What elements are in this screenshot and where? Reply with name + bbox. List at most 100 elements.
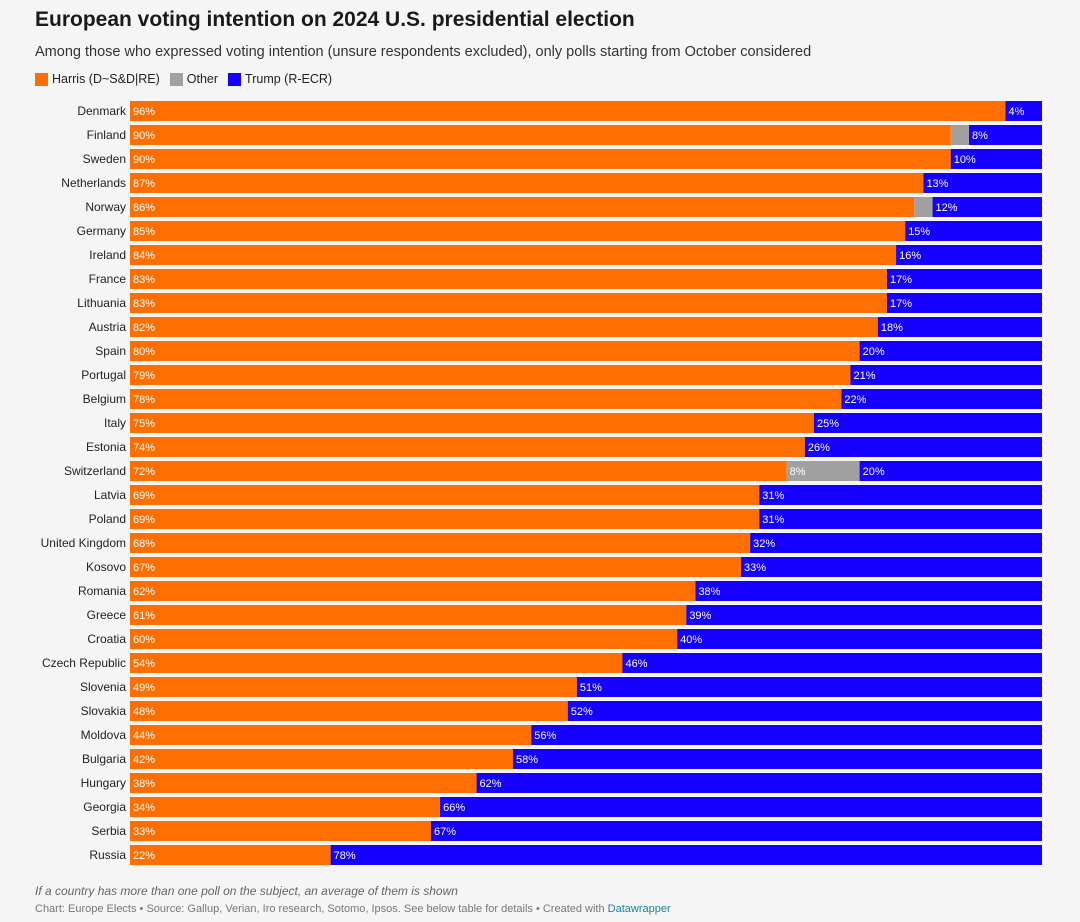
category-label-portugal: Portugal	[81, 368, 126, 382]
bar-harris-austria	[130, 317, 878, 337]
bar-trump-croatia	[677, 629, 1042, 649]
bar-harris-italy	[130, 413, 814, 433]
bar-trump-bulgaria	[513, 749, 1042, 769]
category-label-belgium: Belgium	[83, 392, 126, 406]
bar-other-norway	[914, 197, 933, 217]
bar-harris-kosovo	[130, 557, 742, 577]
bar-harris-slovakia	[130, 701, 568, 721]
data-label-harris-switzerland: 72%	[133, 466, 155, 478]
bar-trump-united-kingdom	[750, 533, 1042, 553]
category-label-switzerland: Switzerland	[64, 464, 126, 478]
data-label-harris-slovakia: 48%	[133, 706, 155, 718]
bar-trump-serbia	[430, 821, 1043, 841]
bar-trump-romania	[695, 581, 1042, 601]
credit-text: Chart: Europe Elects • Source: Gallup, V…	[35, 903, 608, 915]
bar-trump-czech-republic	[622, 653, 1042, 673]
datawrapper-link[interactable]: Datawrapper	[607, 903, 671, 915]
legend-item-harris: Harris (D~S&D|RE)	[35, 72, 160, 86]
category-label-spain: Spain	[95, 344, 126, 358]
data-label-harris-france: 83%	[133, 274, 155, 286]
bar-harris-spain	[130, 341, 860, 361]
bar-trump-slovakia	[567, 701, 1042, 721]
data-label-harris-united-kingdom: 68%	[133, 538, 155, 550]
bar-trump-netherlands	[923, 173, 1042, 193]
category-label-moldova: Moldova	[81, 728, 127, 742]
category-label-austria: Austria	[89, 320, 127, 334]
category-label-norway: Norway	[85, 200, 126, 214]
category-label-ireland: Ireland	[89, 248, 126, 262]
data-label-harris-russia: 22%	[133, 850, 155, 862]
bar-harris-estonia	[130, 437, 805, 457]
category-label-united-kingdom: United Kingdom	[41, 536, 126, 550]
bar-harris-slovenia	[130, 677, 577, 697]
bar-other-finland	[950, 125, 970, 145]
legend: Harris (D~S&D|RE) Other Trump (R-ECR)	[35, 72, 342, 86]
data-label-trump-poland: 31%	[762, 514, 784, 526]
bar-other-switzerland	[786, 461, 860, 481]
bar-harris-romania	[130, 581, 696, 601]
category-label-netherlands: Netherlands	[61, 176, 126, 190]
category-label-sweden: Sweden	[83, 152, 126, 166]
footnote: If a country has more than one poll on t…	[35, 884, 458, 898]
bar-harris-lithuania	[130, 293, 887, 313]
category-label-finland: Finland	[87, 128, 126, 142]
bar-trump-austria	[877, 317, 1042, 337]
category-label-greece: Greece	[87, 608, 127, 622]
bar-harris-georgia	[130, 797, 441, 817]
data-label-trump-austria: 18%	[881, 322, 903, 334]
bar-trump-ireland	[896, 245, 1042, 265]
category-label-latvia: Latvia	[94, 488, 126, 502]
data-label-trump-moldova: 56%	[534, 730, 556, 742]
legend-swatch-harris	[35, 72, 48, 86]
bar-trump-poland	[759, 509, 1042, 529]
bar-harris-serbia	[130, 821, 431, 841]
data-label-harris-netherlands: 87%	[133, 178, 155, 190]
data-label-harris-poland: 69%	[133, 514, 155, 526]
bar-trump-belgium	[841, 389, 1042, 409]
data-label-trump-slovenia: 51%	[580, 682, 602, 694]
data-label-trump-france: 17%	[890, 274, 912, 286]
bar-trump-slovenia	[576, 677, 1042, 697]
bar-harris-bulgaria	[130, 749, 514, 769]
bar-harris-czech-republic	[130, 653, 623, 673]
data-label-trump-greece: 39%	[689, 610, 711, 622]
bar-trump-spain	[859, 341, 1042, 361]
data-label-harris-norway: 86%	[133, 202, 155, 214]
data-label-trump-united-kingdom: 32%	[753, 538, 775, 550]
data-label-trump-czech-republic: 46%	[625, 658, 647, 670]
legend-swatch-other	[169, 72, 183, 86]
data-label-trump-switzerland: 20%	[863, 466, 885, 478]
data-label-trump-serbia: 67%	[434, 826, 456, 838]
data-label-harris-latvia: 69%	[133, 490, 155, 502]
data-label-harris-germany: 85%	[133, 226, 155, 238]
data-label-trump-hungary: 62%	[480, 778, 502, 790]
data-label-harris-ireland: 84%	[133, 250, 155, 262]
bar-trump-greece	[686, 605, 1042, 625]
data-label-harris-denmark: 96%	[133, 106, 155, 118]
category-label-slovenia: Slovenia	[80, 680, 126, 694]
credit-line: Chart: Europe Elects • Source: Gallup, V…	[35, 903, 671, 915]
data-label-harris-croatia: 60%	[133, 634, 155, 646]
category-label-czech-republic: Czech Republic	[42, 656, 126, 670]
bar-trump-germany	[905, 221, 1042, 241]
data-label-harris-lithuania: 83%	[133, 298, 155, 310]
bar-harris-latvia	[130, 485, 760, 505]
data-label-trump-denmark: 4%	[1009, 106, 1025, 118]
data-label-harris-bulgaria: 42%	[133, 754, 155, 766]
category-label-russia: Russia	[89, 848, 126, 862]
bar-harris-sweden	[130, 149, 951, 169]
data-label-harris-serbia: 33%	[133, 826, 155, 838]
data-label-harris-georgia: 34%	[133, 802, 155, 814]
bar-harris-netherlands	[130, 173, 924, 193]
data-label-harris-austria: 82%	[133, 322, 155, 334]
legend-swatch-trump	[228, 72, 242, 86]
data-label-trump-ireland: 16%	[899, 250, 921, 262]
data-label-trump-netherlands: 13%	[926, 178, 948, 190]
category-label-kosovo: Kosovo	[86, 560, 126, 574]
category-label-denmark: Denmark	[77, 104, 127, 118]
stacked-bar-chart: Denmark 96% 4% Finland 90% 8% Sweden 90% 10% Neth…	[41, 101, 1043, 865]
data-label-trump-portugal: 21%	[853, 370, 875, 382]
bar-trump-denmark	[1005, 101, 1042, 121]
bar-trump-switzerland	[859, 461, 1042, 481]
data-label-harris-hungary: 38%	[133, 778, 155, 790]
